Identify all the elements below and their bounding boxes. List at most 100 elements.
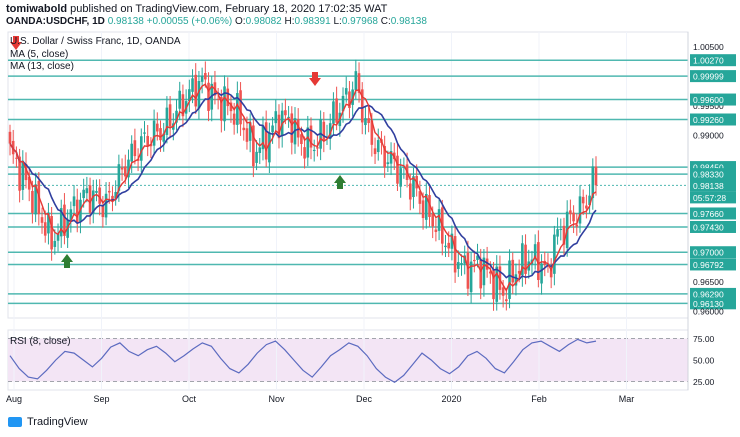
candle-body — [335, 98, 338, 123]
candle-body — [146, 135, 149, 147]
candle-body — [188, 89, 191, 102]
candle-body — [290, 113, 294, 143]
candle-body — [556, 229, 559, 237]
ma13-legend[interactable]: MA (13, close) — [10, 61, 74, 72]
candle-body — [553, 234, 556, 274]
y-tick-label: 0.98138 — [693, 181, 724, 191]
candle-body — [152, 120, 156, 146]
candle-body — [428, 195, 431, 217]
low-value: 0.97968 — [341, 16, 378, 27]
y-tick-label: 0.98330 — [693, 170, 724, 180]
candle-body — [360, 89, 364, 123]
candle-body — [322, 121, 326, 142]
candle-body — [226, 88, 230, 107]
candle-body — [357, 73, 361, 93]
candle-body — [549, 268, 553, 278]
ohlc-header: OANDA:USDCHF, 1D 0.98138 +0.00055 (+0.06… — [6, 16, 427, 27]
footer: TradingView — [8, 416, 88, 428]
candle-body — [569, 210, 572, 215]
price-label-badge — [690, 297, 736, 310]
candle-body — [40, 217, 44, 223]
low-label: L: — [333, 16, 342, 27]
candle-body — [367, 118, 370, 124]
author-name[interactable]: tomiwabold — [6, 3, 68, 15]
y-tick-label: 0.96130 — [693, 299, 724, 309]
candle-body — [489, 271, 492, 274]
candle-body — [383, 145, 386, 168]
x-tick-label: Nov — [268, 394, 285, 404]
price-label-badge — [690, 287, 736, 300]
candle-body — [165, 107, 169, 135]
candle-body — [498, 266, 502, 290]
candle-body — [114, 192, 117, 199]
candle-body — [207, 82, 210, 111]
candle-body — [501, 287, 505, 296]
candle-body — [492, 269, 495, 300]
candle-body — [191, 78, 194, 92]
candle-body — [123, 166, 127, 177]
candle-body — [127, 159, 130, 178]
candle-body — [50, 216, 53, 250]
y-tick-label: 0.97000 — [693, 248, 724, 258]
ma5-legend[interactable]: MA (5, close) — [10, 49, 69, 60]
candle-body — [300, 134, 303, 144]
candle-body — [104, 193, 108, 218]
y-tick-label: 0.97660 — [693, 209, 724, 219]
y-tick-label: 0.99000 — [693, 130, 724, 140]
candle-body — [594, 166, 598, 186]
candle-body — [245, 128, 249, 142]
candle-body — [469, 261, 473, 293]
publish-info: published on TradingView.com, February 1… — [70, 3, 388, 15]
candle-body — [175, 110, 178, 123]
candle-body — [399, 168, 402, 187]
candle-body — [223, 86, 226, 122]
candle-body — [133, 140, 137, 157]
x-tick-label: Oct — [182, 394, 197, 404]
x-tick-label: 2020 — [441, 394, 461, 404]
candle-body — [476, 255, 479, 260]
candle-body — [43, 222, 47, 236]
candle-body — [75, 199, 79, 223]
candle-body — [309, 125, 313, 148]
candle-body — [306, 127, 310, 158]
candle-body — [258, 147, 262, 153]
candle-body — [47, 212, 50, 234]
candle-body — [344, 88, 348, 95]
candle-body — [117, 164, 121, 191]
candle-body — [348, 91, 351, 108]
candle-body — [591, 166, 595, 199]
rsi-legend[interactable]: RSI (8, close) — [10, 336, 71, 347]
publish-header: tomiwabold published on TradingView.com,… — [6, 3, 387, 15]
candle-body — [514, 274, 518, 286]
candle-body — [274, 111, 278, 124]
y-tick-label: 0.97430 — [693, 222, 724, 232]
last-price: 0.98138 — [107, 16, 144, 27]
candle-body — [216, 98, 220, 100]
candle-body — [264, 122, 268, 160]
candle-body — [521, 243, 524, 276]
candle-body — [261, 125, 265, 150]
candle-body — [421, 200, 425, 219]
candle-body — [431, 213, 434, 227]
candle-body — [277, 114, 281, 139]
x-tick-label: Sep — [93, 394, 109, 404]
ma5-line — [9, 83, 597, 293]
candle-body — [408, 183, 412, 200]
candle-body — [505, 299, 508, 302]
candle-body — [24, 163, 28, 181]
candle-body — [284, 110, 287, 116]
y-tick-label: 1.00500 — [693, 42, 724, 52]
candle-body — [239, 90, 242, 125]
price-label-badge — [690, 70, 736, 83]
candle-body — [242, 127, 246, 131]
candle-body — [271, 125, 274, 133]
candle-body — [63, 204, 66, 236]
buy-arrow-icon — [61, 254, 73, 268]
candle-body — [101, 206, 105, 218]
close-value: 0.98138 — [390, 16, 427, 27]
candle-body — [21, 160, 25, 190]
brand-name[interactable]: TradingView — [27, 416, 88, 428]
ma13-line — [9, 92, 597, 281]
y-tick-label: 0.99260 — [693, 115, 724, 125]
